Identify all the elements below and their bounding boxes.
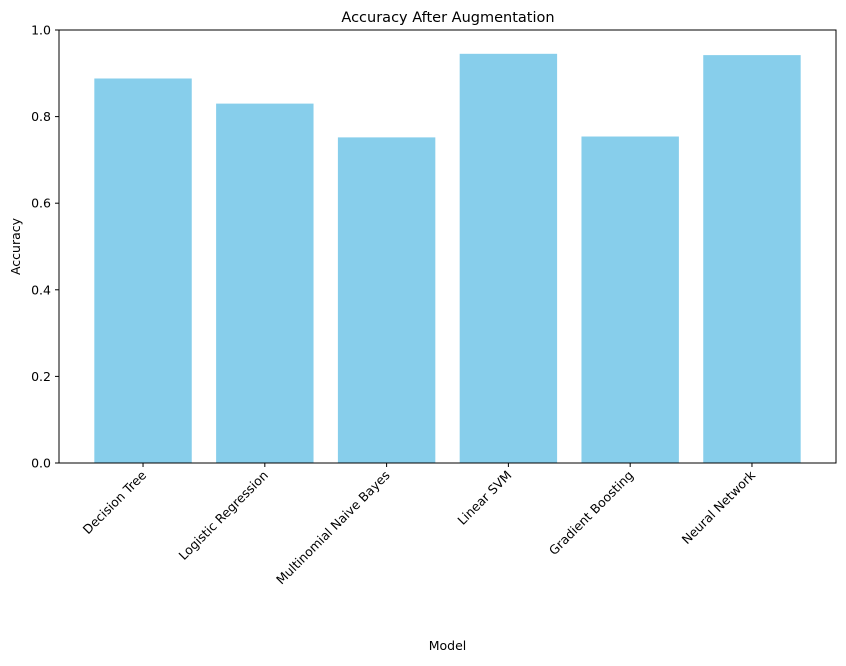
x-tick-label: Decision Tree: [80, 467, 150, 537]
bar: [703, 55, 801, 463]
bars-group: [94, 53, 801, 464]
y-tick-label: 0.4: [31, 282, 51, 297]
x-tick-label: Gradient Boosting: [546, 468, 637, 559]
y-tick-label: 0.8: [31, 109, 51, 124]
bar: [337, 137, 436, 463]
plot-area-frame: [58, 29, 837, 464]
bar: [94, 78, 192, 463]
x-tick-label: Logistic Regression: [176, 468, 271, 563]
x-axis: Decision Tree Logistic Regression Multinom…: [80, 463, 759, 587]
y-tick-label: 0.6: [31, 196, 51, 211]
y-tick-label: 0.2: [31, 369, 51, 384]
x-tick-label: Linear SVM: [454, 468, 514, 528]
x-tick-label: Neural Network: [679, 467, 759, 547]
y-tick-label: 1.0: [31, 23, 51, 38]
x-axis-label: Model: [429, 638, 467, 653]
bar: [581, 136, 679, 463]
x-tick-label: Multinomial Naive Bayes: [273, 468, 393, 588]
bar: [459, 53, 558, 463]
y-tick-label: 0.0: [31, 456, 51, 471]
y-axis-label: Accuracy: [8, 217, 23, 275]
y-axis: 0.0 0.2 0.4 0.6 0.8 1.0: [31, 23, 59, 471]
chart-title: Accuracy After Augmentation: [341, 10, 554, 26]
bar: [216, 103, 314, 464]
